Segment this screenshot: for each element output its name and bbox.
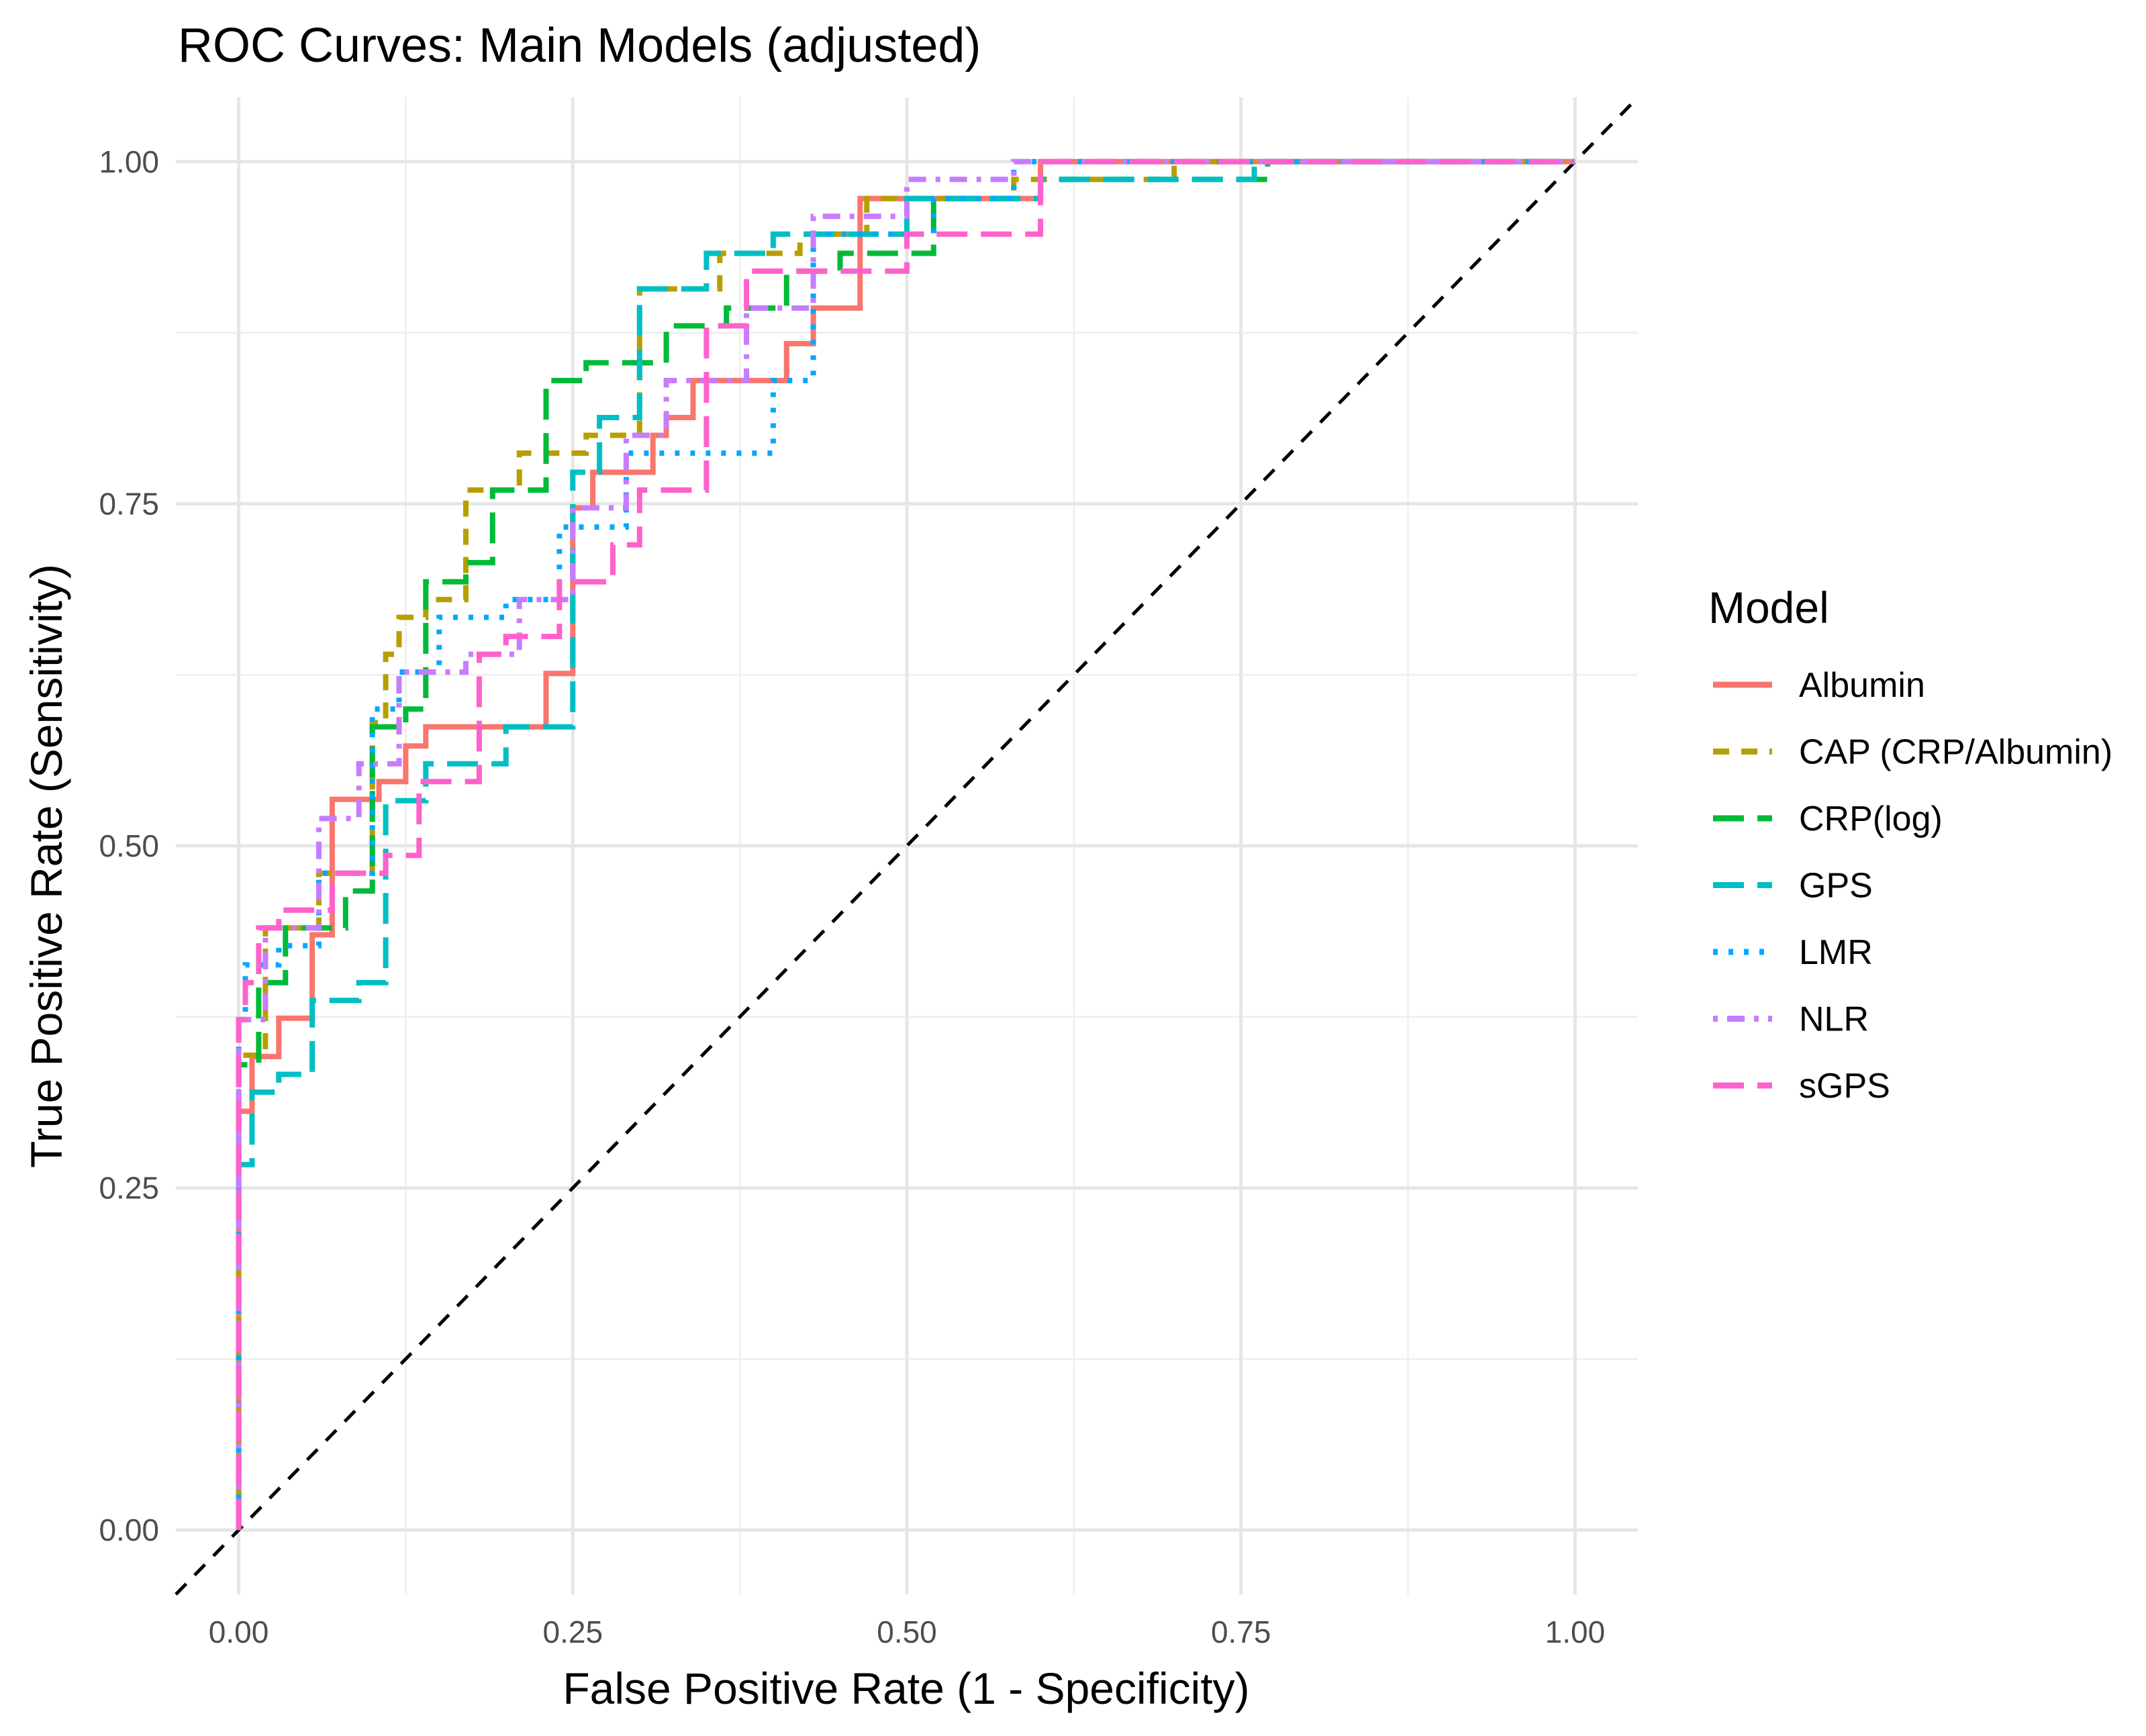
x-axis-title: False Positive Rate (1 - Specificity) xyxy=(563,1663,1249,1713)
roc-series-crp-log xyxy=(236,158,1575,1531)
series-group xyxy=(236,158,1575,1531)
legend-label: CRP(log) xyxy=(1799,800,1943,838)
grid xyxy=(176,97,1638,1594)
x-tick-label: 0.00 xyxy=(209,1614,269,1649)
chart-title: ROC Curves: Main Models (adjusted) xyxy=(178,19,981,73)
y-tick-label: 0.25 xyxy=(99,1171,159,1206)
legend-label: LMR xyxy=(1799,933,1873,972)
y-axis-title: True Positive Rate (Sensitivity) xyxy=(21,564,71,1168)
x-tick-label: 1.00 xyxy=(1545,1614,1606,1649)
legend-label: sGPS xyxy=(1799,1067,1890,1106)
legend: Model Albumin CAP (CRP/Albumin) CRP(log) GP… xyxy=(1708,583,2112,1106)
y-axis-ticks: 0.00 0.25 0.50 0.75 1.00 xyxy=(99,144,159,1547)
legend-title: Model xyxy=(1708,583,1829,632)
roc-series-gps xyxy=(236,158,1575,1531)
y-tick-label: 1.00 xyxy=(99,144,159,179)
roc-series-cap-crp-albumin xyxy=(236,158,1575,1531)
y-tick-label: 0.75 xyxy=(99,486,159,521)
legend-label: NLR xyxy=(1799,1000,1869,1039)
y-tick-label: 0.00 xyxy=(99,1512,159,1547)
roc-series-sgps xyxy=(236,158,1575,1531)
x-axis-ticks: 0.00 0.25 0.50 0.75 1.00 xyxy=(209,1614,1605,1649)
roc-series-nlr xyxy=(236,158,1575,1531)
legend-label: Albumin xyxy=(1799,666,1925,705)
roc-series-lmr xyxy=(236,158,1575,1531)
legend-label: CAP (CRP/Albumin) xyxy=(1799,733,2112,772)
legend-label: GPS xyxy=(1799,867,1873,906)
x-tick-label: 0.50 xyxy=(877,1614,937,1649)
y-tick-label: 0.50 xyxy=(99,828,159,863)
x-tick-label: 0.75 xyxy=(1211,1614,1271,1649)
x-tick-label: 0.25 xyxy=(543,1614,603,1649)
